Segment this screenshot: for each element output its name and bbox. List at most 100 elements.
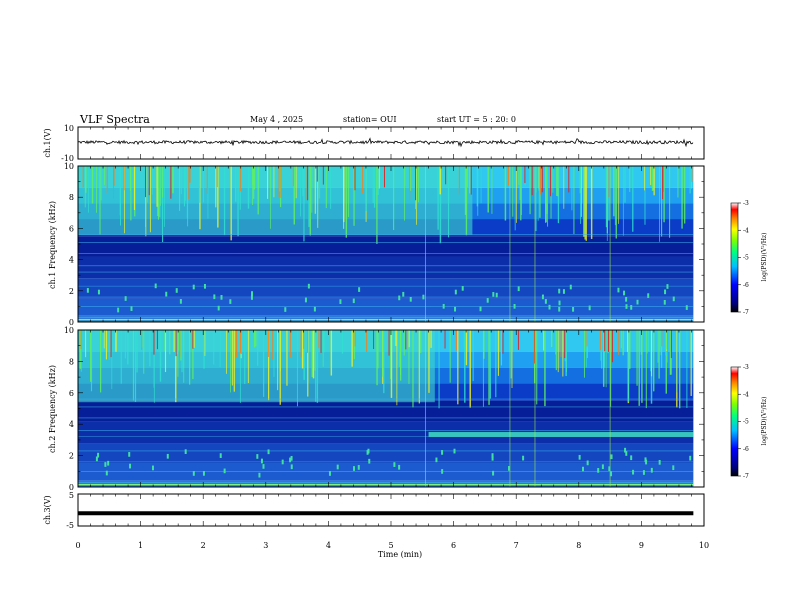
whistler-blob — [124, 296, 127, 301]
whistler-blob — [290, 455, 293, 461]
ch2-spectrogram-image — [78, 330, 704, 487]
whistler-blob — [130, 306, 133, 311]
ch1-colorbar-ticks: -3 -4 -5 -6 -7 — [738, 200, 749, 316]
time-tick-label: 6 — [451, 541, 456, 550]
whistler-blob — [454, 289, 457, 295]
freq-tick-label: 10 — [64, 326, 74, 335]
whistler-blob — [492, 470, 495, 476]
whistler-blob — [357, 465, 360, 470]
time-tick-label: 4 — [326, 541, 331, 550]
whistler-blob — [685, 305, 688, 310]
whistler-blob — [658, 459, 661, 465]
ch2-freq-ticks: 0 2 4 6 8 10 — [64, 326, 704, 492]
spectral-band — [78, 400, 694, 422]
whistler-blob — [256, 454, 259, 459]
whistler-blob — [95, 456, 98, 462]
ch2-spectrogram-panel: 0 2 4 6 8 10 ch.2 Frequency (kHz) — [48, 326, 705, 492]
whistler-blob — [104, 462, 107, 467]
freq-tick-label: 4 — [69, 420, 74, 429]
ch1-freq-ylabel: ch.1 Frequency (kHz) — [48, 201, 57, 289]
freq-tick-label: 2 — [69, 452, 74, 461]
whistler-blob — [105, 470, 108, 476]
whistler-blob — [486, 298, 489, 303]
whistler-blob — [86, 288, 89, 293]
whistler-blob — [409, 296, 412, 302]
time-tick-label: 9 — [639, 541, 644, 550]
whistler-blob — [398, 295, 401, 301]
ch1-waveform-panel: 10 -10 ch.1(V) — [43, 124, 705, 163]
spectral-band — [78, 463, 694, 481]
whistler-blob — [290, 464, 293, 470]
colorbar-tick-label: -6 — [743, 446, 749, 453]
whistler-blob — [558, 288, 561, 294]
spectral-band — [78, 256, 694, 279]
whistler-blob — [569, 284, 572, 290]
emission-band — [428, 432, 694, 437]
whistler-blob — [366, 450, 369, 455]
whistler-blob — [664, 289, 667, 295]
freq-tick-label: 10 — [64, 162, 74, 171]
ch3-waveform-panel: 5 -5 ch.3(V) — [43, 491, 705, 530]
whistler-blob — [184, 449, 187, 454]
whistler-blob — [517, 286, 520, 292]
whistler-blob — [508, 466, 511, 471]
ch1-spectrogram-image — [78, 166, 704, 322]
whistler-blob — [213, 294, 216, 300]
spectral-band — [78, 278, 694, 299]
whistler-blob — [313, 306, 316, 312]
whistler-blob — [328, 471, 331, 476]
whistler-blob — [630, 305, 633, 310]
whistler-blob — [154, 283, 157, 289]
whistler-blob — [117, 307, 120, 313]
whistler-blob — [352, 298, 355, 304]
spectral-band — [78, 298, 694, 316]
ch3-ytick-top: 5 — [69, 491, 74, 500]
whistler-blob — [336, 464, 339, 470]
whistler-blob — [548, 304, 551, 310]
whistler-blob — [260, 458, 263, 464]
whistler-blob — [647, 293, 650, 298]
whistler-blob — [250, 295, 253, 300]
time-axis-label: Time (min) — [378, 550, 422, 559]
whistler-blob — [220, 295, 223, 300]
whistler-blob — [632, 469, 635, 475]
colorbar-tick-label: -4 — [743, 391, 749, 398]
spectral-band — [78, 480, 694, 487]
whistler-blob — [663, 299, 666, 305]
whistler-blob — [262, 464, 265, 469]
time-tick-label: 3 — [263, 541, 268, 550]
whistler-blob — [491, 453, 494, 458]
whistler-blob — [610, 454, 613, 460]
whistler-blob — [441, 450, 444, 455]
whistler-blob — [442, 303, 445, 309]
whistler-blob — [479, 306, 482, 312]
ch3-waveform-ylabel: ch.3(V) — [43, 495, 52, 524]
ch1-waveform-ylabel: ch.1(V) — [43, 128, 52, 157]
whistler-blob — [229, 299, 232, 304]
whistler-blob — [358, 287, 361, 292]
colorbar-tick-label: -3 — [743, 364, 749, 371]
whistler-blob — [597, 468, 600, 473]
time-tick-label: 0 — [75, 541, 80, 550]
whistler-blob — [128, 452, 131, 457]
colorbar-tick-label: -6 — [743, 282, 749, 289]
whistler-blob — [544, 299, 547, 304]
station-label: station= OUI — [343, 115, 397, 124]
whistler-blob — [624, 447, 627, 453]
time-tick-label: 2 — [201, 541, 206, 550]
spectral-band — [78, 315, 694, 322]
whistler-blob — [368, 458, 371, 464]
whistler-blob — [492, 292, 495, 297]
whistler-blob — [454, 306, 457, 312]
whistler-blob — [179, 299, 182, 304]
colorbar-tick-label: -7 — [743, 309, 749, 316]
whistler-blob — [267, 449, 270, 455]
whistler-blob — [461, 286, 464, 291]
ch2-colorbar-gradient — [730, 366, 739, 477]
freq-tick-label: 0 — [69, 483, 74, 492]
whistler-blob — [608, 466, 611, 472]
whistler-blob — [284, 307, 287, 312]
ch1-freq-ticks: 0 2 4 6 8 10 — [64, 162, 704, 327]
whistler-blob — [625, 451, 628, 456]
whistler-blob — [453, 448, 456, 454]
